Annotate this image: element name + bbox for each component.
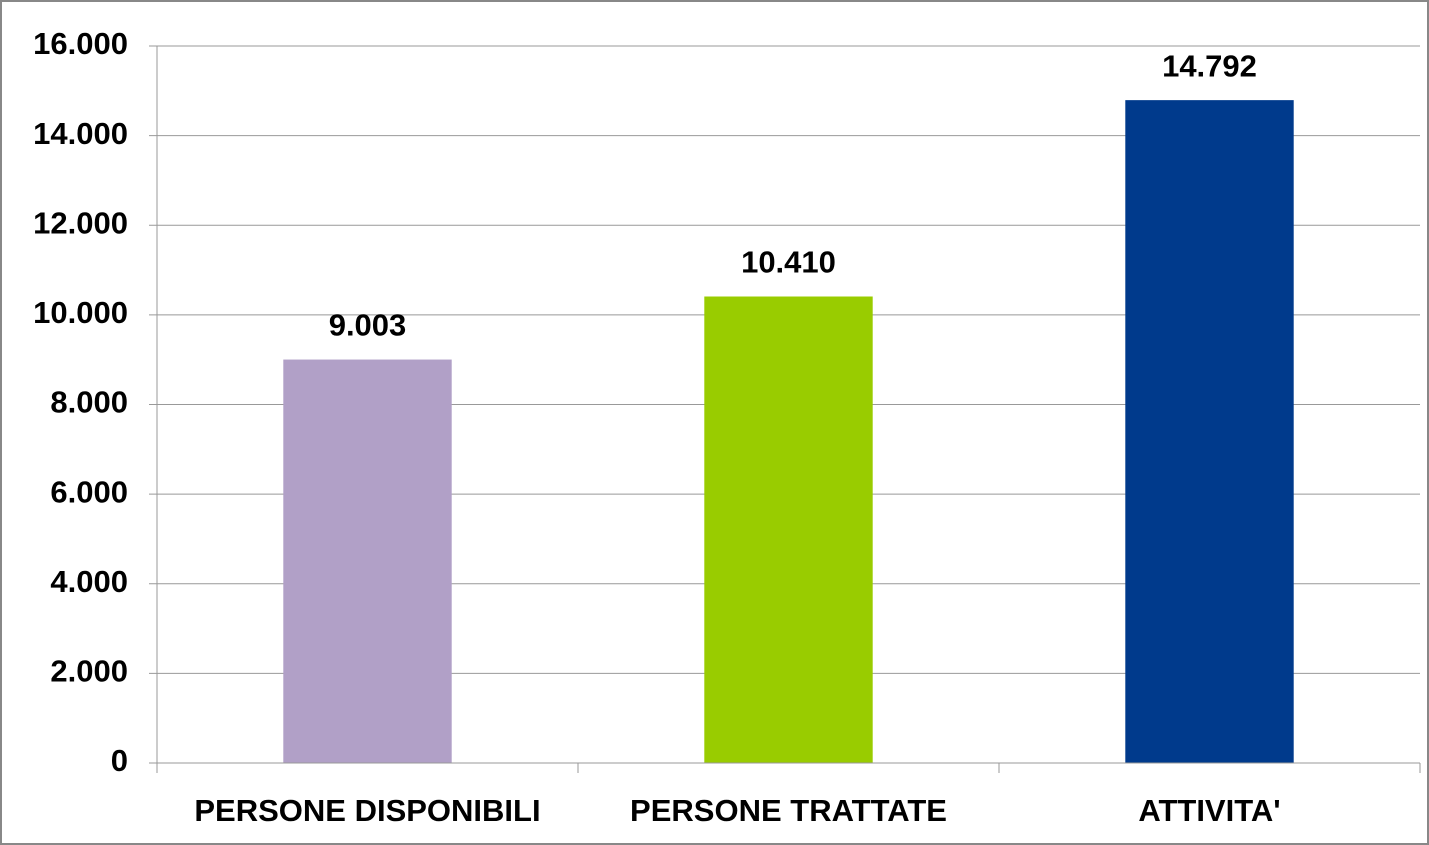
y-tick-label: 6.000: [50, 474, 128, 509]
data-label: 14.792: [1162, 48, 1257, 83]
y-tick-label: 0: [111, 743, 128, 778]
y-tick-label: 10.000: [33, 295, 128, 330]
bar: [704, 296, 873, 763]
bar: [1125, 100, 1294, 764]
y-tick-label: 8.000: [50, 385, 128, 420]
y-tick-label: 2.000: [50, 654, 128, 689]
y-tick-label: 16.000: [33, 26, 128, 61]
x-tick-label: PERSONE DISPONIBILI: [194, 793, 540, 828]
x-tick-label: ATTIVITA': [1138, 793, 1280, 828]
bar: [283, 359, 452, 763]
data-label: 9.003: [329, 308, 407, 343]
x-tick-label: PERSONE TRATTATE: [630, 793, 947, 828]
y-tick-label: 4.000: [50, 564, 128, 599]
data-label: 10.410: [741, 245, 836, 280]
y-tick-label: 12.000: [33, 205, 128, 240]
y-tick-label: 14.000: [33, 116, 128, 151]
